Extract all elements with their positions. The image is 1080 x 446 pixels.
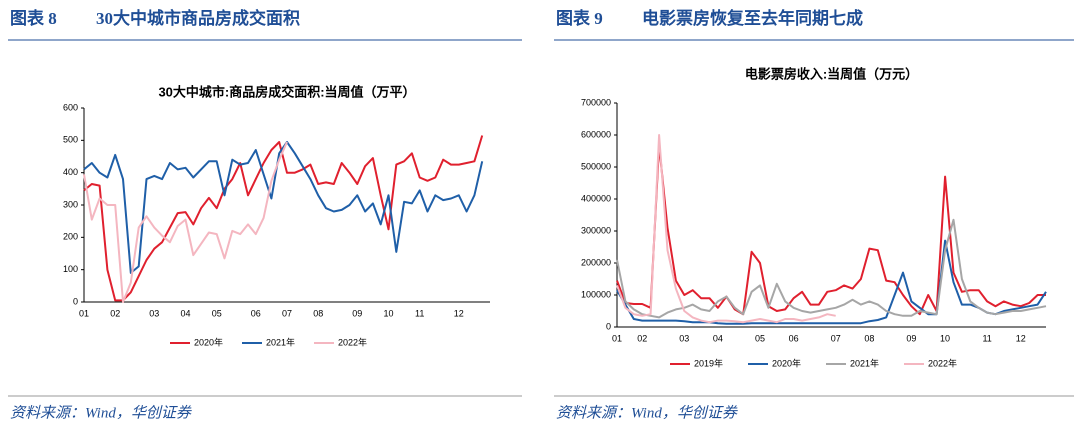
series-line: [83, 141, 288, 303]
figure-heading: 30大中城市商品房成交面积: [96, 8, 300, 28]
chart-title: 电影票房收入:当周值（万元）: [745, 66, 918, 81]
x-tick-label: 04: [713, 333, 723, 343]
x-tick-label: 11: [415, 308, 424, 318]
legend-label: 2020年: [772, 357, 801, 368]
x-tick-label: 06: [251, 308, 261, 318]
x-tick-label: 05: [212, 308, 222, 318]
y-tick-label: 100000: [581, 289, 611, 299]
x-tick-label: 12: [1016, 333, 1026, 343]
x-tick-label: 03: [149, 308, 159, 318]
x-tick-label: 09: [906, 333, 916, 343]
y-tick-label: 0: [606, 321, 611, 331]
y-tick-label: 300000: [581, 225, 611, 235]
x-tick-label: 12: [454, 308, 464, 318]
y-tick-label: 400: [63, 167, 78, 177]
y-tick-label: 500: [63, 135, 78, 145]
y-tick-label: 600000: [581, 129, 611, 139]
x-tick-label: 01: [612, 333, 622, 343]
legend-label: 2022年: [928, 357, 957, 368]
x-tick-label: 02: [637, 333, 647, 343]
figure-label: 图表 9: [556, 8, 603, 28]
chart-title: 30大中城市:商品房成交面积:当周值（万平）: [158, 84, 415, 99]
y-tick-label: 400000: [581, 193, 611, 203]
y-tick-label: 200000: [581, 257, 611, 267]
series-line: [83, 135, 484, 302]
series-line: [616, 239, 1047, 325]
series-line: [83, 141, 484, 274]
series-line: [616, 134, 836, 324]
x-tick-label: 07: [282, 308, 292, 318]
y-tick-label: 100: [63, 264, 78, 274]
y-tick-label: 0: [73, 296, 78, 306]
x-tick-label: 09: [352, 308, 362, 318]
figure-heading: 电影票房恢复至去年同期七成: [642, 8, 863, 28]
legend-label: 2022年: [338, 336, 367, 347]
x-tick-label: 01: [79, 308, 89, 318]
y-tick-label: 200: [63, 232, 78, 242]
y-tick-label: 600: [63, 102, 78, 112]
x-tick-label: 11: [982, 333, 991, 343]
x-tick-label: 08: [313, 308, 323, 318]
x-tick-label: 10: [940, 333, 950, 343]
x-tick-label: 10: [383, 308, 393, 318]
x-tick-label: 06: [789, 333, 799, 343]
y-tick-label: 500000: [581, 161, 611, 171]
y-tick-label: 300: [63, 199, 78, 209]
legend-label: 2021年: [266, 336, 295, 347]
legend-label: 2020年: [194, 336, 223, 347]
x-tick-label: 02: [110, 308, 120, 318]
legend-label: 2021年: [850, 357, 879, 368]
series-line: [616, 143, 1046, 316]
y-tick-label: 700000: [581, 97, 611, 107]
series-line: [616, 218, 1047, 319]
x-tick-label: 05: [755, 333, 765, 343]
figure-label: 图表 8: [10, 8, 57, 28]
x-tick-label: 04: [180, 308, 190, 318]
source-note: 资料来源：Wind，华创证券: [10, 404, 192, 421]
source-note: 资料来源：Wind，华创证券: [556, 404, 738, 421]
legend-label: 2019年: [694, 357, 723, 368]
x-tick-label: 08: [864, 333, 874, 343]
x-tick-label: 07: [831, 333, 841, 343]
x-tick-label: 03: [679, 333, 689, 343]
